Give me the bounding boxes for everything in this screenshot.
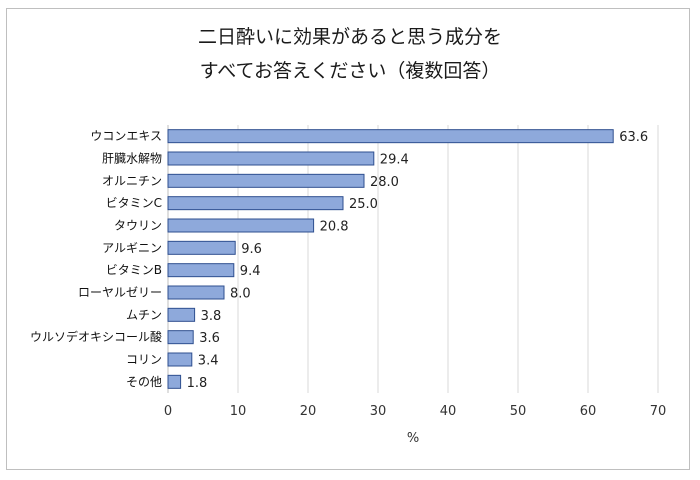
bar: [167, 285, 225, 300]
gridlines: [167, 125, 659, 393]
x-tick-label: 20: [300, 404, 317, 419]
value-label: 63.6: [619, 130, 648, 145]
category-label: ウルソデオキシコール酸: [30, 329, 162, 344]
bar: [167, 173, 365, 188]
chart-frame: [6, 8, 690, 470]
bar: [167, 374, 182, 389]
category-label: タウリン: [114, 219, 162, 233]
category-label: コリン: [126, 353, 162, 367]
value-label: 3.8: [201, 309, 222, 324]
value-label: 25.0: [349, 197, 378, 212]
x-tick-label: 70: [650, 404, 667, 419]
category-label: 肝臓水解物: [102, 152, 162, 166]
value-label: 8.0: [230, 287, 251, 302]
bar: [167, 307, 196, 322]
value-label: 3.6: [199, 331, 220, 346]
value-label: 9.6: [241, 242, 262, 257]
category-label: その他: [126, 375, 162, 389]
bar: [167, 330, 194, 345]
x-tick-label: 50: [510, 404, 527, 419]
chart-title: 二日酔いに効果があると思う成分を すべてお答えください（複数回答）: [0, 20, 700, 88]
bar: [167, 263, 235, 278]
category-label: ローヤルゼリー: [78, 286, 162, 300]
x-tick-label: 40: [440, 404, 457, 419]
category-label: ムチン: [126, 308, 162, 322]
chart-title-line-1: 二日酔いに効果があると思う成分を: [197, 26, 502, 48]
x-tick-labels: 0 10 20 30 40 50 60 70: [164, 404, 666, 419]
bar: [167, 129, 614, 144]
x-tick-label: 30: [370, 404, 387, 419]
x-tick-label: 0: [164, 404, 172, 419]
value-label: 1.8: [187, 376, 208, 391]
bars: [167, 129, 614, 389]
value-label: 3.4: [198, 354, 219, 369]
value-label: 29.4: [380, 153, 409, 168]
bar: [167, 218, 315, 233]
x-axis-label: %: [407, 431, 419, 446]
category-label: オルニチン: [102, 174, 162, 188]
category-label: アルギニン: [102, 241, 162, 255]
value-label: 28.0: [370, 175, 399, 190]
bar: [167, 196, 344, 211]
x-tick-label: 10: [230, 404, 247, 419]
value-label: 20.8: [320, 220, 349, 235]
value-labels: 63.6 29.4 28.0 25.020.8 9.6 9.4 8.0 3.8 3.6 3.4 1.…: [187, 130, 649, 391]
x-tick-label: 60: [580, 404, 597, 419]
category-label: ビタミンB: [106, 263, 162, 277]
bar: [167, 151, 375, 166]
category-label: ウコンエキス: [90, 129, 162, 143]
category-label: ビタミンC: [106, 196, 162, 210]
bar: [167, 352, 193, 367]
value-label: 9.4: [240, 264, 261, 279]
chart-title-line-2: すべてお答えください（複数回答）: [199, 60, 501, 82]
bar: [167, 240, 236, 255]
